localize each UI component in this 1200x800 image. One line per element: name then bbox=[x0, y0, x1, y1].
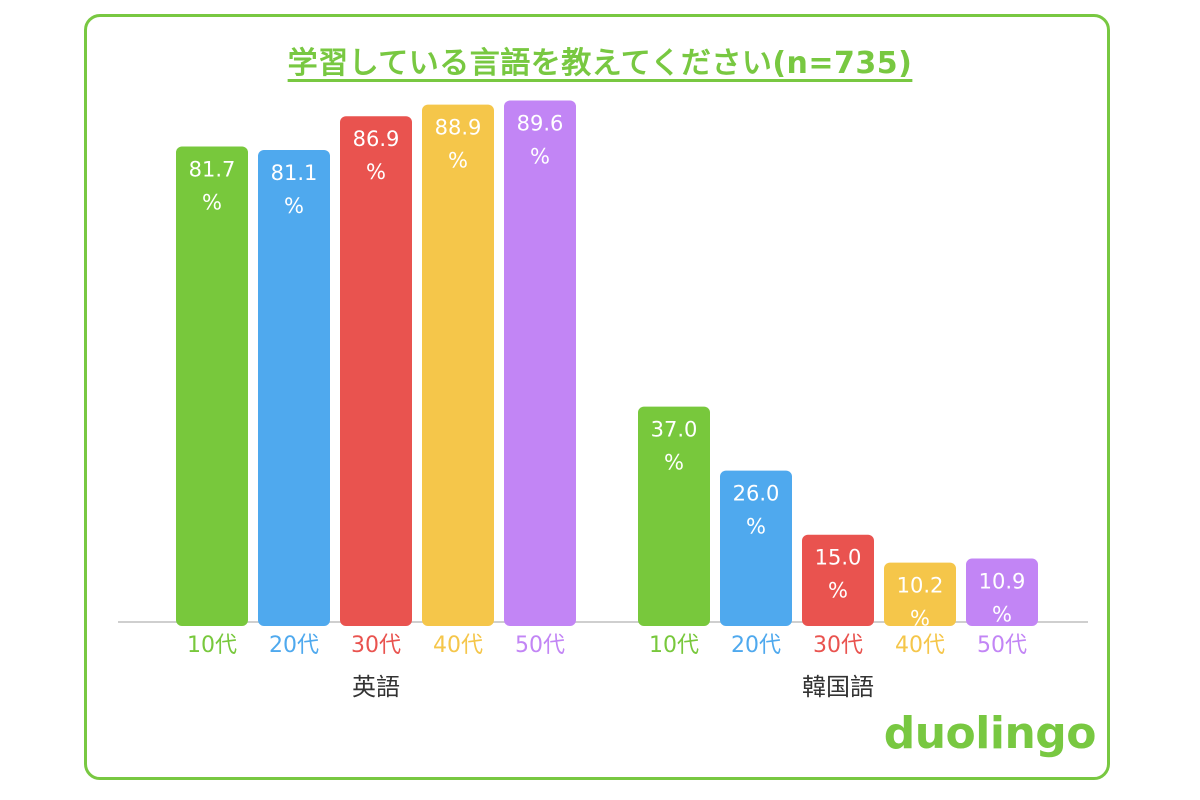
bar-value-label: 10.2% bbox=[897, 574, 944, 631]
bar-cat1-2 bbox=[720, 470, 792, 626]
bar-value-label: 26.0% bbox=[733, 482, 780, 539]
chart-title-text: 学習している言語を教えてください(n=735) bbox=[287, 46, 913, 81]
x-tick-label: 10代 bbox=[649, 633, 699, 658]
category-label: 韓国語 bbox=[802, 673, 874, 701]
bar-value-label: 15.0% bbox=[815, 546, 862, 603]
x-tick-label: 50代 bbox=[977, 633, 1027, 658]
bar-cat0-5 bbox=[504, 100, 576, 626]
bar-value-label: 88.9% bbox=[435, 116, 482, 173]
x-tick-label: 20代 bbox=[269, 633, 319, 658]
x-tick-label: 50代 bbox=[515, 633, 565, 658]
bar-cat1-5 bbox=[966, 558, 1038, 626]
bar-value-label: 81.1% bbox=[271, 161, 318, 218]
bar-cat0-1 bbox=[176, 146, 248, 627]
bar-cat1-1 bbox=[638, 406, 710, 626]
bar-cat1-3 bbox=[802, 534, 874, 626]
bar-value-label: 10.9% bbox=[979, 570, 1026, 627]
category-label: 英語 bbox=[352, 673, 400, 701]
chart-title: 学習している言語を教えてください(n=735) bbox=[0, 38, 1200, 82]
x-tick-label: 30代 bbox=[351, 633, 401, 658]
x-tick-label: 30代 bbox=[813, 633, 863, 658]
bar-value-label: 81.7% bbox=[189, 158, 236, 215]
bar-value-label: 89.6% bbox=[517, 112, 564, 169]
x-tick-label: 40代 bbox=[895, 633, 945, 658]
bar-value-label: 86.9% bbox=[353, 127, 400, 184]
bar-cat0-4 bbox=[422, 104, 494, 627]
bar-value-label: 37.0% bbox=[651, 418, 698, 475]
chart-frame bbox=[84, 14, 1110, 780]
x-tick-label: 20代 bbox=[731, 633, 781, 658]
duolingo-logo: duolingo bbox=[883, 708, 1097, 759]
x-tick-label: 10代 bbox=[187, 633, 237, 658]
bar-cat0-3 bbox=[340, 116, 412, 626]
bar-cat0-2 bbox=[258, 149, 330, 627]
bar-cat1-4 bbox=[884, 562, 956, 626]
x-tick-label: 40代 bbox=[433, 633, 483, 658]
